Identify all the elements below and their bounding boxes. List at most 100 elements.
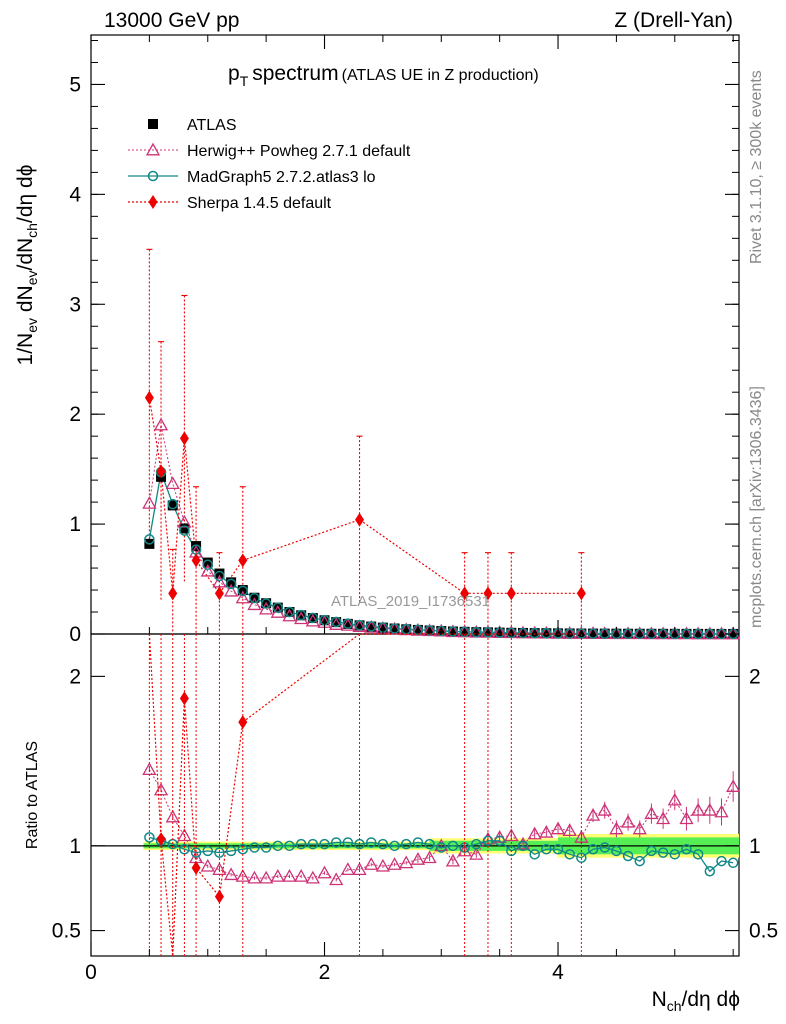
madgraph-main-point [634,628,646,640]
madgraph-ratio-point [144,832,155,843]
atlas-main-point [179,523,190,534]
atlas-main-point [634,628,645,639]
madgraph-main-point [424,625,435,636]
herwig-ratio-point [235,869,250,882]
madgraph-ratio-point [295,838,307,850]
madgraph-ratio-point [424,838,435,850]
herwig-ratio-point [165,809,180,823]
sherpa-main-point [238,553,248,568]
herwig-ratio-point [364,857,379,870]
madgraph-main-point [657,628,669,640]
madgraph-main-point [225,578,237,590]
madgraph-ratio-point [214,847,225,858]
herwig-ratio-point [259,870,274,884]
ylabel-part-ch: ch [24,223,40,238]
madgraph-main-point [471,626,482,638]
main-y-tick-label: 0 [69,623,81,646]
plot-title: pT spectrum (ATLAS UE in Z production) [228,62,539,89]
herwig-ratio-line [148,769,734,881]
madgraph-ratio-point [272,840,284,852]
madgraph-ratio-point [564,849,575,860]
atlas-main-point [716,628,727,639]
madgraph-main-point [646,628,657,640]
madgraph-main-point [167,498,178,510]
atlas-main-point [704,628,715,639]
header-left: 13000 GeV pp [104,9,239,32]
madgraph-main-point [330,616,342,628]
ratio-y-tick-label: 1 [69,835,81,858]
madgraph-main-point [284,606,295,618]
atlas-main-point [331,617,342,628]
herwig-main-point [200,563,215,577]
atlas-main-point [506,627,517,638]
herwig-main-point [259,601,274,615]
madgraph-main-point [447,626,459,637]
madgraph-ratio-point [249,842,260,853]
madgraph-ratio-point [727,857,739,869]
main-y-tick-label: 2 [69,403,81,426]
madgraph-main-point [389,623,400,634]
madgraph-main-point [541,627,552,639]
ylabel-part-ev2: ev [24,270,40,285]
sherpa-main-point [355,512,365,527]
herwig-ratio-point [504,828,519,842]
herwig-main-point [153,417,169,431]
sherpa-main-point [576,586,586,601]
herwig-main-point [142,495,157,509]
xlabel-part-ch: ch [667,998,682,1014]
herwig-main-point [235,590,250,604]
legend-marker-atlas [148,119,158,129]
herwig-ratio-point [375,858,390,872]
madgraph-main-point [599,628,610,639]
herwig-ratio-point [329,872,344,886]
madgraph-main-point [179,525,190,536]
ylabel-part-prefix: 1/N [14,333,37,366]
atlas-main-point [447,626,458,637]
madgraph-main-point [681,628,692,640]
madgraph-ratio-point [260,842,272,853]
herwig-ratio-point [422,850,437,864]
madgraph-main-point [692,628,704,640]
madgraph-ratio-point [447,840,459,852]
sherpa-main-point [191,553,201,568]
atlas-main-point [681,628,692,639]
madgraph-ratio-point [471,838,482,850]
title-main: spectrum [252,62,338,85]
ratio-y-tick-label-right: 0.5 [749,920,778,943]
madgraph-main-point [704,628,716,640]
herwig-ratio-point [644,806,659,820]
herwig-ratio-point [177,828,192,842]
atlas-main-point [541,628,552,639]
atlas-main-point [389,623,400,634]
madgraph-ratio-point [692,849,704,860]
herwig-ratio-point [667,792,682,806]
sherpa-main-line [148,397,582,595]
madgraph-ratio-point [599,842,610,853]
main-y-tick-label: 1 [69,513,81,536]
atlas-main-point [296,610,307,621]
atlas-main-point [214,568,225,579]
madgraph-main-point [436,625,447,637]
herwig-ratio-point [294,869,309,882]
herwig-ratio-point [585,807,601,821]
herwig-ratio-point [691,802,706,816]
herwig-ratio-point [702,802,717,816]
main-panel-marks [142,248,741,640]
madgraph-ratio-point [389,840,400,852]
atlas-main-point [354,620,365,631]
header-right: Z (Drell-Yan) [614,9,733,32]
rivet-label: Rivet 3.1.10, ≥ 300k events [748,70,765,264]
madgraph-main-point [260,598,272,609]
main-y-tick-label: 5 [69,73,81,96]
madgraph-main-point [459,626,470,638]
herwig-ratio-point [726,779,741,792]
atlas-main-point [424,625,435,636]
title-pt-symbol: p [228,62,240,85]
sherpa-ratio-point [238,715,248,730]
madgraph-ratio-point [377,838,389,850]
madgraph-main-point [529,627,540,639]
ratio-panel-marks [142,633,741,957]
herwig-ratio-point [247,870,262,884]
madgraph-main-point [144,534,155,545]
sherpa-ratio-point [191,860,201,875]
